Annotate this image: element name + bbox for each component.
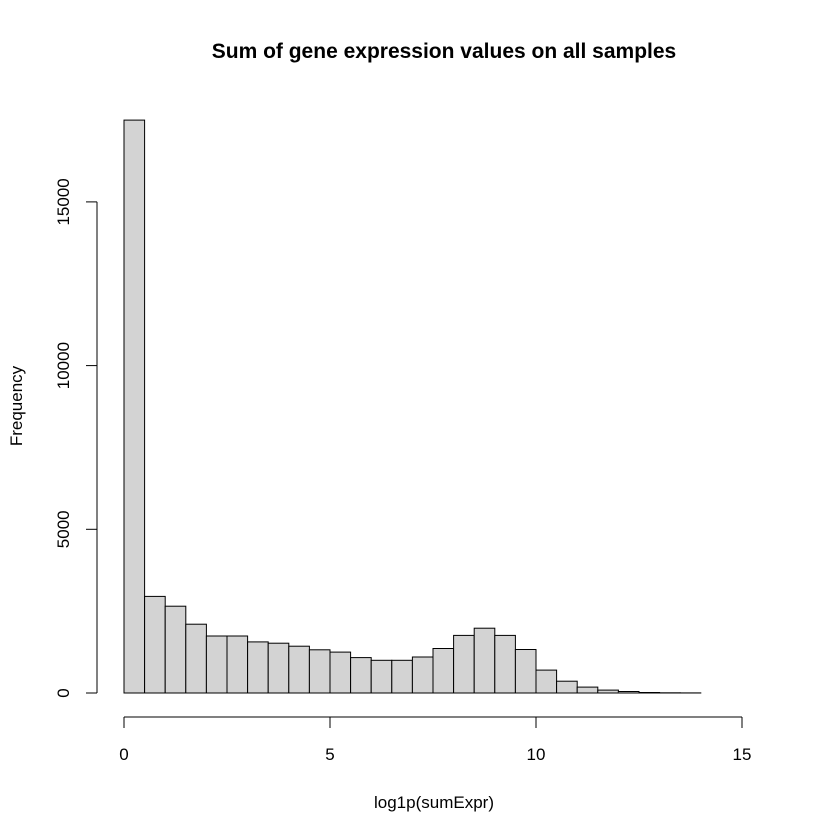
x-tick-label: 5 (325, 745, 334, 764)
histogram-bar (247, 641, 269, 694)
histogram-bar (164, 605, 187, 694)
histogram-bar (453, 634, 475, 694)
histogram-bar (617, 691, 640, 694)
histogram-bar (514, 649, 537, 694)
histogram-bar (329, 651, 352, 694)
x-tick-label: 10 (527, 745, 546, 764)
histogram-bar (556, 680, 578, 694)
histogram-bar (473, 627, 496, 694)
y-tick-label: 15000 (54, 178, 73, 225)
histogram-bar (411, 656, 434, 694)
x-tick-label: 0 (119, 745, 128, 764)
histogram-bar (308, 649, 331, 694)
x-axis-label: log1p(sumExpr) (374, 793, 494, 812)
histogram-bar (205, 635, 228, 694)
y-tick-label: 0 (54, 688, 73, 697)
bars (123, 119, 702, 694)
histogram-bar (638, 692, 661, 694)
histogram-bar (185, 623, 207, 694)
histogram-bar (350, 657, 372, 694)
chart-title: Sum of gene expression values on all sam… (212, 40, 677, 63)
y-axis-label: Frequency (7, 365, 26, 446)
histogram-bar (370, 659, 393, 694)
histogram-bar (123, 119, 146, 694)
y-tick-label: 10000 (54, 342, 73, 389)
histogram-bar (144, 595, 166, 694)
histogram-bar (494, 634, 516, 694)
x-tick-label: 15 (733, 745, 752, 764)
histogram-bar (391, 659, 413, 694)
histogram-bar (288, 645, 310, 694)
histogram-bar (267, 642, 290, 694)
histogram-bar (432, 648, 455, 694)
histogram-bar (597, 689, 619, 694)
y-axis: 0 5000 10000 15000 (54, 178, 98, 698)
y-tick-label: 5000 (54, 510, 73, 548)
histogram-bar (226, 635, 249, 694)
histogram-bar (535, 669, 558, 694)
x-axis: 0 5 10 15 (119, 716, 752, 764)
histogram-bar (576, 686, 599, 694)
